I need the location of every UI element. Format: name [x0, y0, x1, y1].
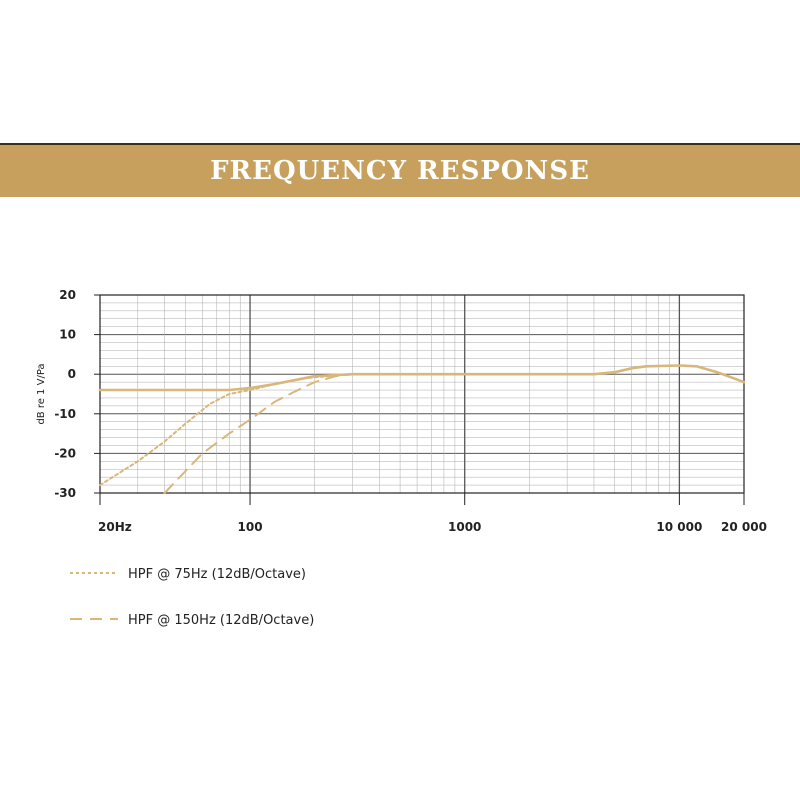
legend-label: HPF @ 75Hz (12dB/Octave): [128, 567, 306, 582]
x-tick-label: 10 000: [656, 520, 702, 534]
y-tick-label: -10: [54, 407, 76, 421]
legend-label: HPF @ 150Hz (12dB/Octave): [128, 613, 314, 628]
chart-legend: HPF @ 75Hz (12dB/Octave) HPF @ 150Hz (12d…: [70, 567, 314, 628]
x-tick-label: 20 000: [721, 520, 767, 534]
y-tick-label: -30: [54, 486, 76, 500]
series-line-dotted: [99, 373, 354, 487]
y-tick-label: 0: [68, 367, 76, 381]
y-tick-label: 20: [59, 288, 76, 302]
y-axis-ticks: 20 10 0 -10 -20 -30: [54, 288, 100, 500]
y-axis-label: dB re 1 V/Pa: [36, 363, 47, 424]
series-line-response: [98, 364, 746, 392]
y-tick-label: 10: [59, 328, 76, 342]
title-banner: FREQUENCY RESPONSE: [0, 143, 800, 197]
x-axis-ticks: 20Hz 100 1000 10 000 20 000: [98, 493, 767, 534]
y-tick-label: -20: [54, 446, 76, 460]
x-tick-label: 20Hz: [98, 520, 132, 534]
chart-curves: [98, 364, 746, 494]
plot-frame: [99, 294, 745, 494]
x-tick-label: 100: [238, 520, 263, 534]
chart-grid: [99, 294, 745, 494]
x-tick-label: 1000: [448, 520, 481, 534]
page-title: FREQUENCY RESPONSE: [210, 156, 590, 186]
series-line-dashed: [163, 373, 354, 494]
